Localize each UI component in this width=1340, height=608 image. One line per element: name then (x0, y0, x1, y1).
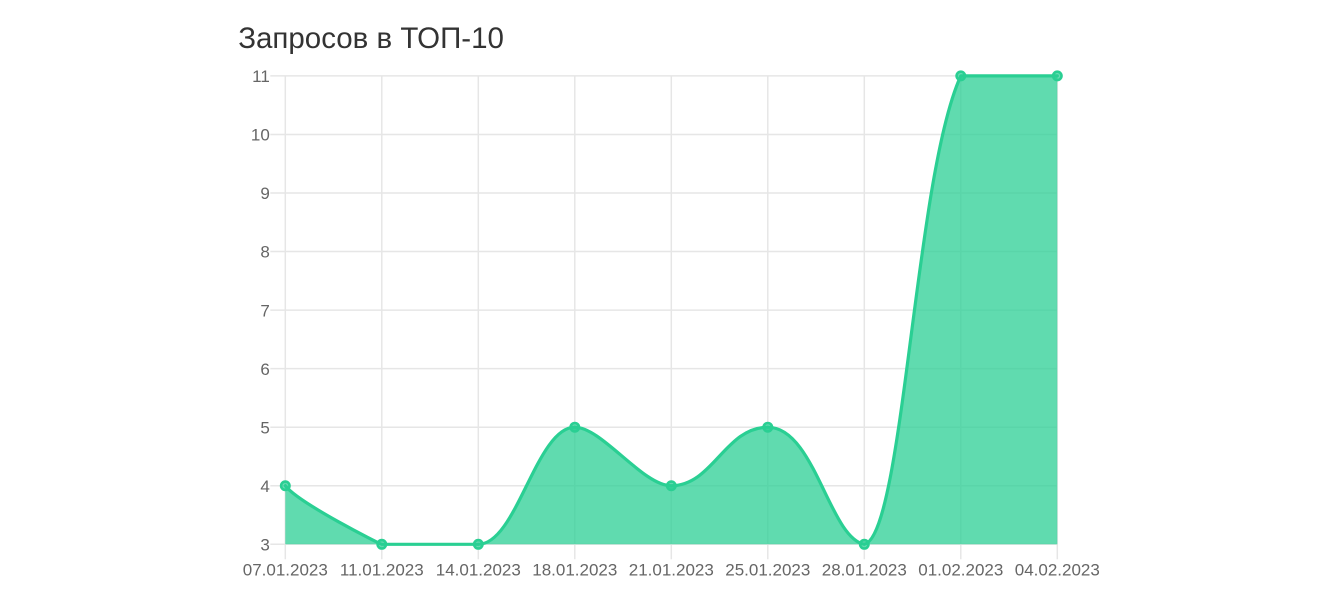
svg-text:21.01.2023: 21.01.2023 (629, 560, 714, 579)
svg-text:14.01.2023: 14.01.2023 (436, 560, 521, 579)
svg-text:25.01.2023: 25.01.2023 (725, 560, 810, 579)
svg-text:3: 3 (260, 536, 269, 555)
svg-text:9: 9 (260, 184, 269, 203)
svg-text:8: 8 (260, 243, 269, 262)
svg-text:4: 4 (260, 477, 269, 496)
svg-text:10: 10 (251, 126, 270, 145)
svg-text:6: 6 (260, 360, 269, 379)
svg-text:11: 11 (252, 67, 270, 86)
svg-text:11.01.2023: 11.01.2023 (340, 560, 424, 579)
svg-text:01.02.2023: 01.02.2023 (918, 560, 1003, 579)
svg-text:5: 5 (260, 418, 269, 437)
svg-text:7: 7 (260, 301, 269, 320)
svg-text:28.01.2023: 28.01.2023 (822, 560, 907, 579)
svg-text:07.01.2023: 07.01.2023 (243, 560, 328, 579)
svg-text:04.02.2023: 04.02.2023 (1015, 560, 1100, 579)
svg-text:18.01.2023: 18.01.2023 (532, 560, 617, 579)
svg-text:Запросов в ТОП-10: Запросов в ТОП-10 (238, 22, 504, 55)
